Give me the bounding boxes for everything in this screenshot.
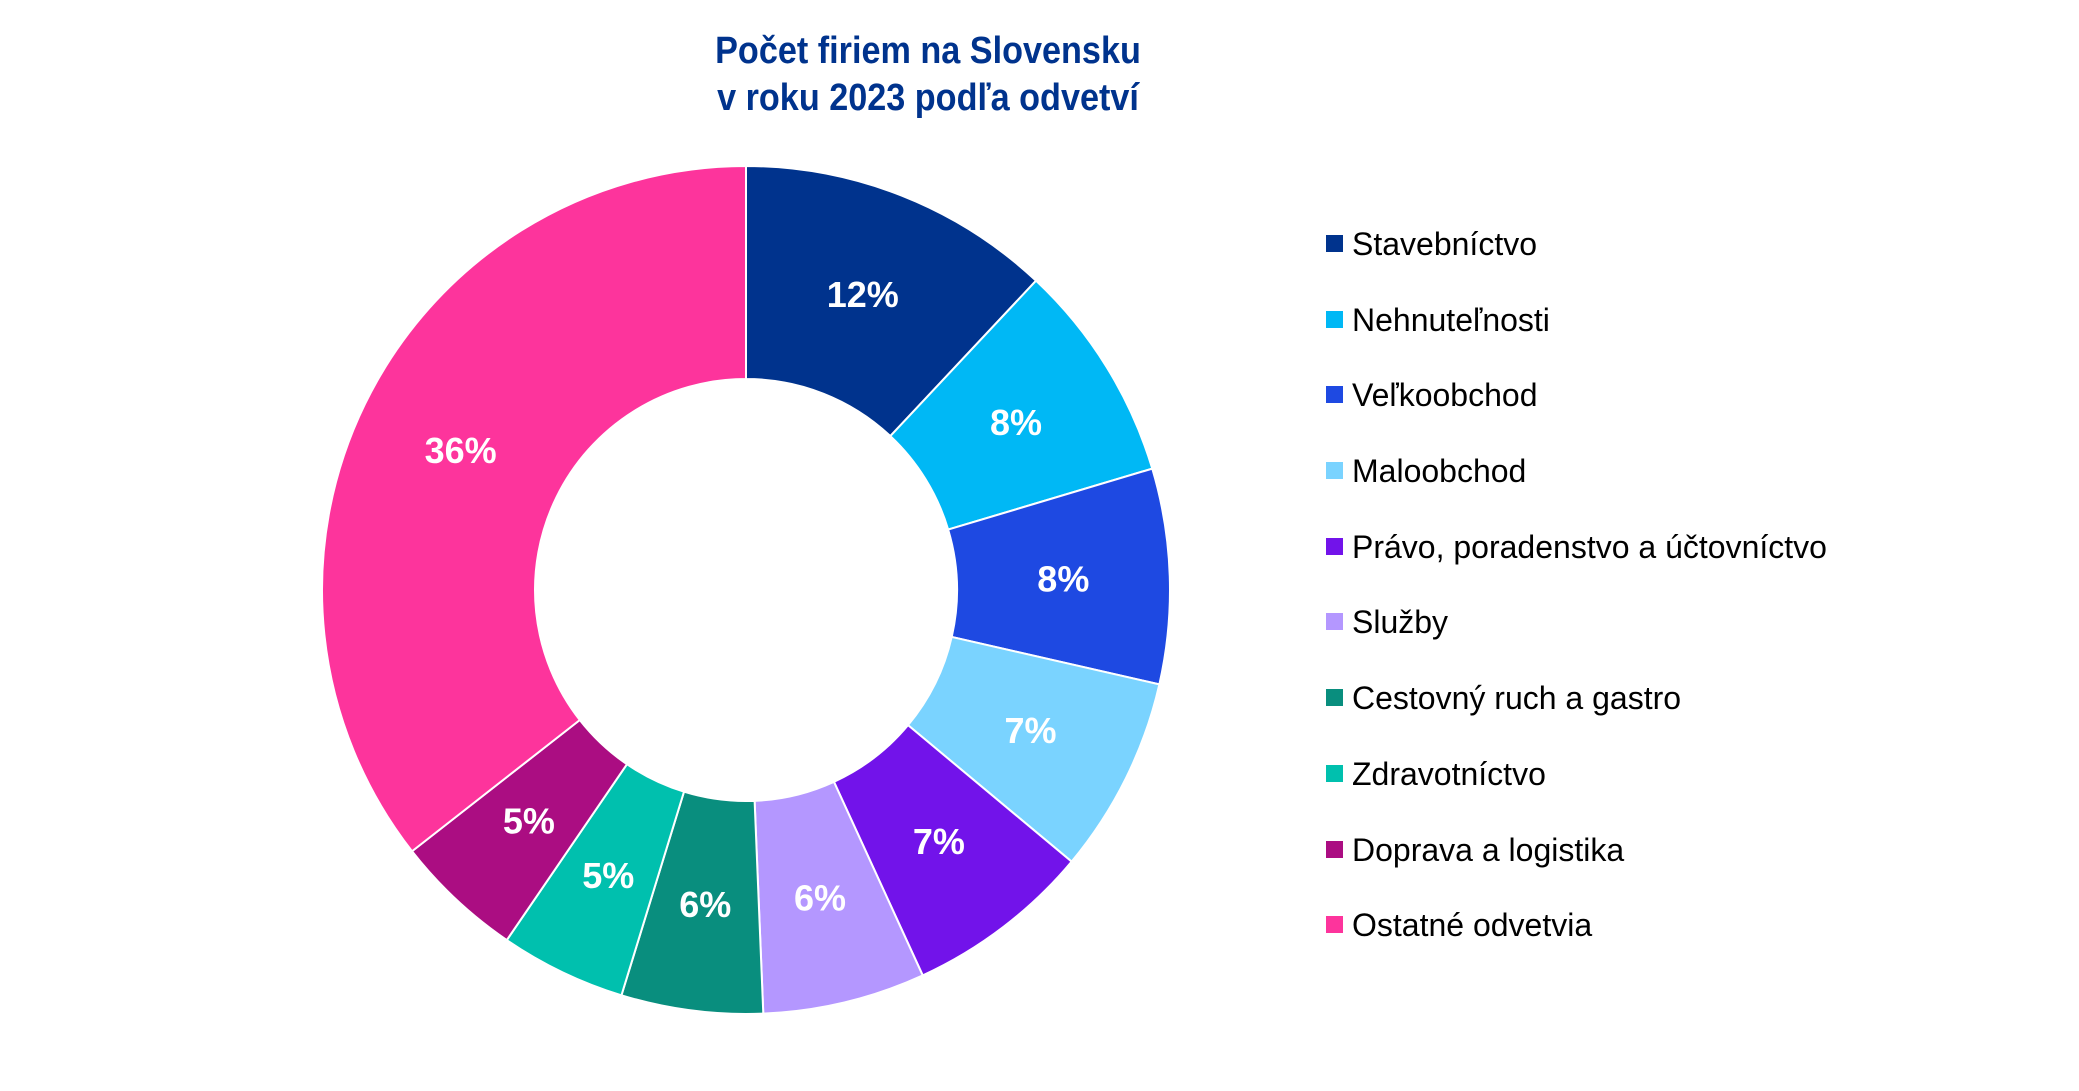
data-label: 8%	[1037, 559, 1089, 600]
legend-item: Zdravotníctvo	[1326, 754, 1827, 830]
data-label: 8%	[990, 402, 1042, 443]
legend-label: Služby	[1352, 604, 1449, 641]
legend-label: Zdravotníctvo	[1352, 755, 1546, 792]
legend-label: Právo, poradenstvo a účtovníctvo	[1352, 528, 1827, 565]
donut-slice	[745, 164, 1038, 438]
legend: Stavebníctvo Nehnuteľnosti Veľkoobchod Malo…	[1326, 224, 1827, 981]
chart-title-line-2: v roku 2023 podľa odvetví	[717, 77, 1139, 119]
legend-label: Nehnuteľnosti	[1352, 301, 1550, 338]
donut-slice	[321, 164, 747, 853]
data-label: 36%	[425, 430, 497, 471]
legend-item: Cestovný ruch a gastro	[1326, 678, 1827, 754]
data-label: 5%	[582, 855, 634, 896]
legend-swatch	[1326, 310, 1343, 328]
legend-label: Doprava a logistika	[1352, 831, 1625, 868]
legend-swatch	[1326, 689, 1343, 707]
legend-swatch	[1326, 916, 1343, 934]
data-label: 12%	[827, 274, 899, 315]
chart-title: Počet firiem na Slovensku v roku 2023 po…	[568, 28, 1288, 122]
legend-swatch	[1326, 462, 1343, 480]
legend-item: Maloobchod	[1326, 451, 1827, 527]
legend-label: Ostatné odvetvia	[1352, 907, 1593, 944]
legend-swatch	[1326, 537, 1343, 555]
data-label: 5%	[503, 801, 555, 842]
chart-title-line-1: Počet firiem na Slovensku	[715, 30, 1141, 72]
legend-item: Stavebníctvo	[1326, 224, 1827, 300]
legend-item: Ostatné odvetvia	[1326, 905, 1827, 981]
legend-swatch	[1326, 613, 1343, 631]
data-label: 7%	[913, 821, 965, 862]
legend-label: Veľkoobchod	[1352, 377, 1538, 414]
legend-swatch	[1326, 764, 1343, 782]
legend-swatch	[1326, 235, 1343, 252]
data-label: 7%	[1005, 710, 1057, 751]
legend-swatch	[1326, 840, 1343, 858]
data-label: 6%	[679, 884, 731, 925]
legend-item: Veľkoobchod	[1326, 375, 1827, 451]
legend-label: Stavebníctvo	[1352, 226, 1537, 262]
legend-label: Cestovný ruch a gastro	[1352, 680, 1682, 717]
legend-swatch	[1326, 386, 1343, 404]
legend-item: Služby	[1326, 602, 1827, 678]
legend-item: Právo, poradenstvo a účtovníctvo	[1326, 527, 1827, 603]
legend-item: Doprava a logistika	[1326, 830, 1827, 906]
legend-item: Nehnuteľnosti	[1326, 300, 1827, 376]
data-label: 6%	[794, 878, 846, 919]
legend-label: Maloobchod	[1352, 453, 1527, 490]
